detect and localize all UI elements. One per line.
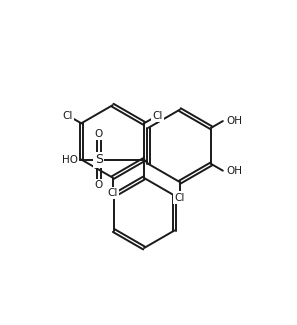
- Text: HO: HO: [62, 154, 78, 164]
- Text: OH: OH: [226, 116, 242, 126]
- Text: Cl: Cl: [63, 111, 73, 121]
- Text: O: O: [95, 180, 103, 190]
- Text: Cl: Cl: [152, 111, 162, 121]
- Text: Cl: Cl: [175, 192, 185, 202]
- Text: S: S: [95, 153, 103, 166]
- Text: OH: OH: [226, 166, 242, 176]
- Text: Cl: Cl: [108, 188, 118, 198]
- Text: O: O: [95, 129, 103, 139]
